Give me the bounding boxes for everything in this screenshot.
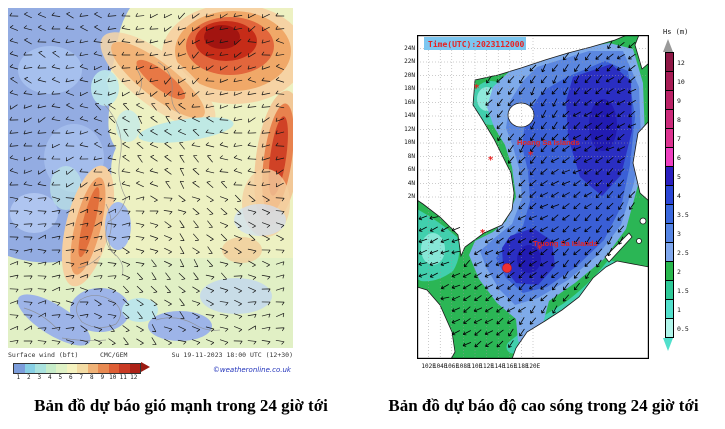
wind-legend-label: Surface wind (bft) <box>8 351 79 359</box>
colorbar-overflow-arrow <box>663 39 673 52</box>
wave-map-image: * * * * * Hoang Sa Islands Truong Sa Isl… <box>416 34 650 360</box>
wind-map-image <box>8 8 293 348</box>
buoy-marker <box>502 263 512 273</box>
weatheronline-credit[interactable]: ©weatheronline.co.uk <box>212 366 291 374</box>
station-marker: * <box>480 228 486 239</box>
wind-scale-arrow <box>141 362 150 372</box>
wind-barbs <box>9 11 285 346</box>
hoang-sa-label: Hoang Sa Islands <box>517 138 580 147</box>
colorbar-segments <box>665 52 674 338</box>
time-label: Time(UTC):2023112000 <box>428 39 525 49</box>
wave-map-panel: * * * * * Hoang Sa Islands Truong Sa Isl… <box>404 28 725 388</box>
colorbar-underflow-arrow <box>663 338 673 351</box>
truong-sa-marker: * <box>537 244 543 255</box>
station-marker: * <box>474 83 480 94</box>
wave-map-caption: Bản đồ dự báo độ cao sóng trong 24 giờ t… <box>388 396 699 415</box>
wind-timestamp: Su 19-11-2023 18:00 UTC (12+30) <box>171 351 293 359</box>
wave-height-colorbar: Hs (m) 12 10 9 8 7 6 5 4 3.5 3 2.5 2 1.5 1 0.5 <box>657 28 717 351</box>
wave-map-frame: * * * * * Hoang Sa Islands Truong Sa Isl… <box>416 34 650 360</box>
station-markers: * * * * * <box>474 83 543 273</box>
truong-sa-label: Truong Sa Islands <box>533 239 598 248</box>
wind-map-panel: Surface wind (bft) CMC/GEM Su 19-11-2023… <box>8 8 293 386</box>
colorbar-title: Hs (m) <box>663 28 689 36</box>
wind-legend-row: Surface wind (bft) CMC/GEM Su 19-11-2023… <box>8 351 293 361</box>
station-marker: * <box>488 155 494 166</box>
coastlines <box>23 61 221 342</box>
wind-color-scale <box>13 363 141 374</box>
lat-lon-gridlines <box>417 35 649 359</box>
wind-map-caption: Bản đồ dự báo gió mạnh trong 24 giờ tới <box>34 396 328 415</box>
wind-model-label: CMC/GEM <box>100 351 128 359</box>
time-label-box <box>424 37 526 50</box>
wave-direction-arrows <box>418 41 637 348</box>
hoang-sa-marker: * <box>528 150 534 161</box>
wind-scale-numbers: 1 2 3 4 5 6 7 8 9 10 11 12 <box>16 374 138 381</box>
